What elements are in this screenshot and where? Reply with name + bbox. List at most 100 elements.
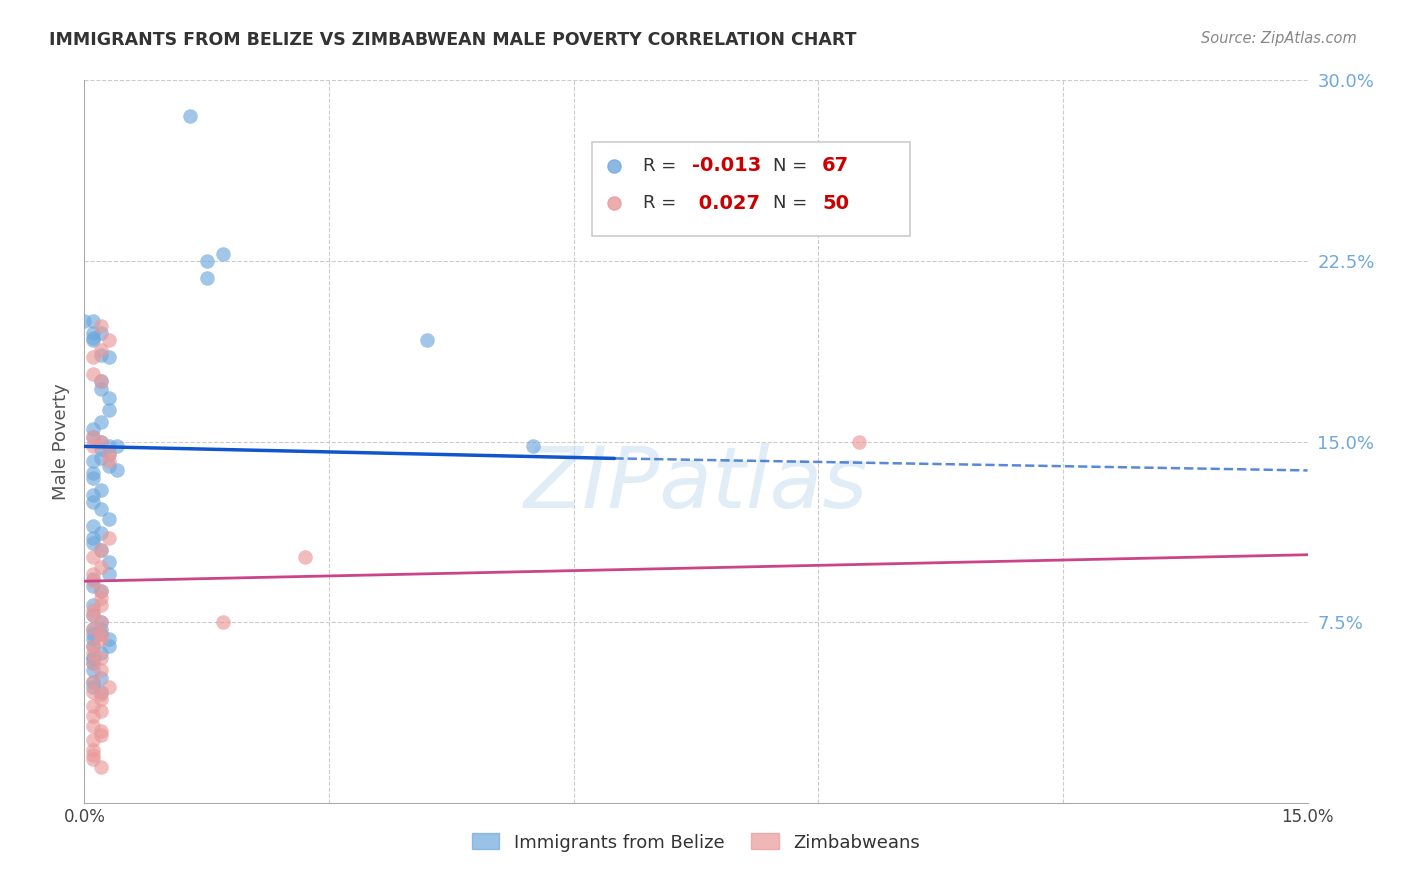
Point <box>82 603 104 617</box>
Point <box>97 391 120 405</box>
Point <box>97 639 120 653</box>
Point <box>90 415 112 429</box>
Point <box>82 567 104 582</box>
Y-axis label: Male Poverty: Male Poverty <box>52 384 70 500</box>
Point <box>90 559 112 574</box>
Point <box>82 627 104 641</box>
Point <box>82 719 104 733</box>
Point <box>90 591 112 605</box>
Point <box>82 574 104 589</box>
Point <box>90 348 112 362</box>
Point <box>90 526 112 541</box>
Point <box>82 331 104 345</box>
Point <box>97 350 120 364</box>
Point <box>82 334 104 348</box>
Point <box>82 579 104 593</box>
Point <box>82 647 104 661</box>
Point <box>90 615 112 630</box>
Point <box>97 555 120 569</box>
Point <box>90 434 112 449</box>
Point <box>82 487 104 501</box>
Point <box>82 470 104 484</box>
Point <box>212 615 235 630</box>
Text: 67: 67 <box>823 156 849 175</box>
Point <box>82 494 104 508</box>
Text: ZIPatlas: ZIPatlas <box>524 443 868 526</box>
FancyBboxPatch shape <box>592 142 910 235</box>
Point <box>97 446 120 460</box>
Text: 0.027: 0.027 <box>692 194 761 212</box>
Point <box>82 656 104 670</box>
Point <box>82 651 104 665</box>
Point <box>82 430 104 444</box>
Point <box>90 442 112 456</box>
Text: R =: R = <box>644 194 682 212</box>
Point <box>90 374 112 388</box>
Point <box>90 651 112 665</box>
Point <box>97 567 120 582</box>
Point <box>82 699 104 714</box>
Point <box>97 403 120 417</box>
Point <box>195 270 218 285</box>
Point <box>82 632 104 646</box>
Point <box>97 446 120 460</box>
Point <box>82 518 104 533</box>
Point <box>90 671 112 685</box>
Point <box>848 434 870 449</box>
Point <box>90 647 112 661</box>
Point <box>90 687 112 701</box>
Point <box>90 502 112 516</box>
Point <box>82 651 104 665</box>
Point <box>105 439 128 453</box>
Point <box>82 535 104 549</box>
Point <box>82 680 104 694</box>
Point <box>90 632 112 646</box>
Point <box>97 454 120 468</box>
Point <box>212 246 235 260</box>
Point <box>90 615 112 630</box>
Point <box>97 632 120 646</box>
Text: N =: N = <box>773 194 813 212</box>
Point <box>97 458 120 473</box>
Point <box>90 434 112 449</box>
Point <box>82 550 104 565</box>
Point <box>82 656 104 670</box>
Point <box>82 439 104 453</box>
Point <box>97 531 120 545</box>
Point <box>82 350 104 364</box>
Point <box>90 542 112 557</box>
Point <box>195 253 218 268</box>
Point <box>82 326 104 340</box>
Point <box>82 454 104 468</box>
Point <box>90 664 112 678</box>
Point <box>90 685 112 699</box>
Point <box>97 439 120 453</box>
Point <box>522 439 544 453</box>
Text: Source: ZipAtlas.com: Source: ZipAtlas.com <box>1201 31 1357 46</box>
Point <box>90 728 112 742</box>
Point <box>105 463 128 477</box>
Point <box>90 451 112 466</box>
Point <box>179 109 201 123</box>
Point <box>90 542 112 557</box>
Point <box>90 760 112 774</box>
Point <box>82 709 104 723</box>
Point <box>90 318 112 333</box>
Point <box>82 367 104 381</box>
Point <box>97 680 120 694</box>
Point <box>82 607 104 622</box>
Point <box>82 314 104 328</box>
Point <box>82 623 104 637</box>
Point <box>90 623 112 637</box>
Point <box>294 550 316 565</box>
Point <box>90 599 112 613</box>
Point <box>82 685 104 699</box>
Point <box>82 430 104 444</box>
Point <box>416 334 439 348</box>
Point <box>90 583 112 598</box>
Text: IMMIGRANTS FROM BELIZE VS ZIMBABWEAN MALE POVERTY CORRELATION CHART: IMMIGRANTS FROM BELIZE VS ZIMBABWEAN MAL… <box>49 31 856 49</box>
Legend: Immigrants from Belize, Zimbabweans: Immigrants from Belize, Zimbabweans <box>465 826 927 859</box>
Point <box>73 314 96 328</box>
Point <box>82 747 104 762</box>
Point <box>90 704 112 718</box>
